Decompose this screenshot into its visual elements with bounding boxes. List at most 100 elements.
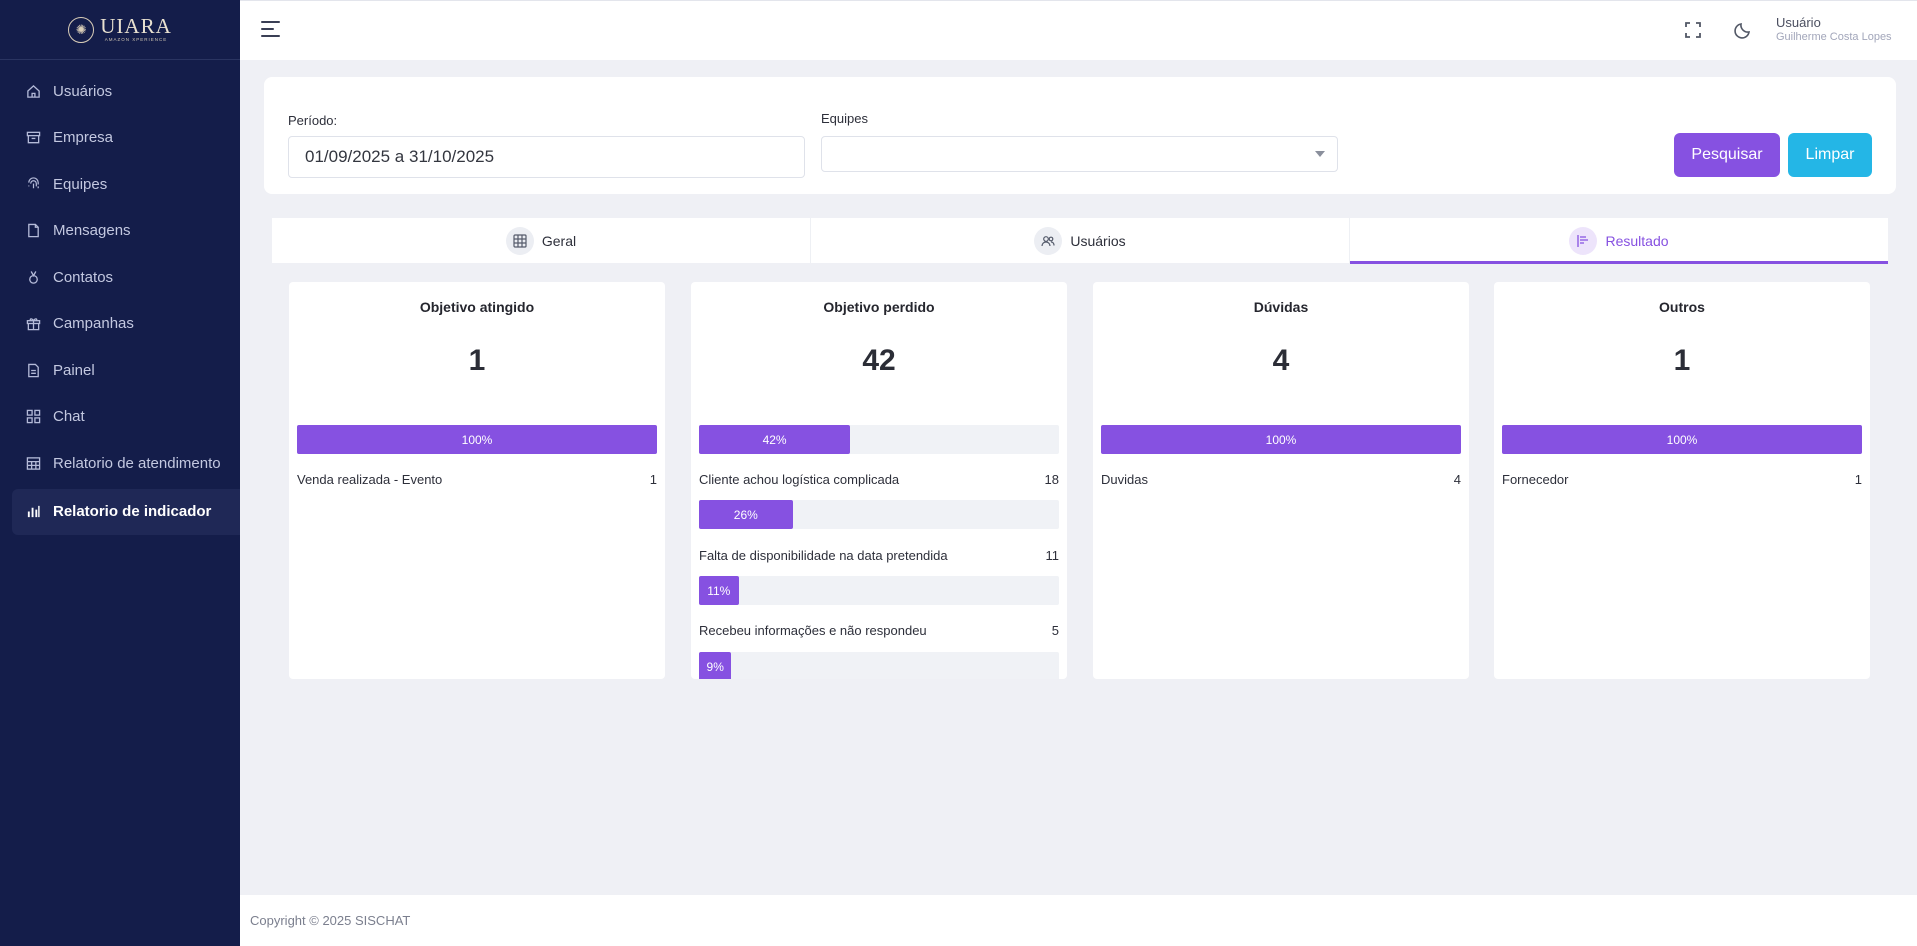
sidebar-item-label: Relatorio de atendimento bbox=[53, 454, 221, 472]
search-button[interactable]: Pesquisar bbox=[1674, 133, 1780, 177]
progress-bar-fill: 9% bbox=[699, 652, 732, 679]
sidebar-item-label: Painel bbox=[53, 361, 95, 379]
dark-mode-moon-icon[interactable] bbox=[1734, 21, 1754, 41]
sidebar-item-relatorio-indicador[interactable]: Relatorio de indicador bbox=[12, 488, 240, 535]
sidebar-item-usuarios[interactable]: Usuários bbox=[0, 68, 240, 115]
result-card-duvidas: Dúvidas 4 100% Duvidas 4 bbox=[1093, 282, 1469, 679]
card-title: Dúvidas bbox=[1253, 299, 1309, 315]
user-name: Guilherme Costa Lopes bbox=[1776, 30, 1892, 43]
period-date-range-input[interactable] bbox=[288, 136, 805, 178]
card-total-value: 1 bbox=[1673, 344, 1691, 377]
chart-bars-icon bbox=[1569, 226, 1598, 255]
tab-geral[interactable]: Geral bbox=[272, 218, 811, 263]
document-icon bbox=[26, 363, 41, 378]
sidebar-item-empresa[interactable]: Empresa bbox=[0, 115, 240, 162]
archive-icon bbox=[26, 130, 41, 145]
item-label: Fornecedor bbox=[1502, 472, 1569, 487]
progress-bar: 42% bbox=[699, 425, 1059, 454]
progress-bar: 100% bbox=[297, 425, 657, 454]
brand-subtitle: AMAZON XPERIENCE bbox=[104, 37, 168, 43]
progress-bar: 100% bbox=[1502, 425, 1862, 454]
fullscreen-icon[interactable] bbox=[1684, 21, 1704, 41]
item-label: Falta de disponibilidade na data pretend… bbox=[699, 548, 948, 563]
menu-toggle-icon[interactable] bbox=[261, 21, 280, 38]
fingerprint-icon bbox=[26, 177, 41, 192]
logo-emblem-icon: ✺ bbox=[68, 16, 95, 43]
progress-bar-fill: 26% bbox=[699, 500, 793, 529]
chevron-down-icon bbox=[1315, 151, 1325, 157]
medal-icon bbox=[26, 270, 41, 285]
tab-label: Resultado bbox=[1605, 232, 1669, 249]
card-title: Outros bbox=[1659, 299, 1705, 315]
list-item: Cliente achou logística complicada 18 bbox=[699, 472, 1059, 487]
grid-icon bbox=[26, 409, 41, 424]
progress-bar: 26% bbox=[699, 500, 1059, 529]
brand-logo[interactable]: ✺ UIARA AMAZON XPERIENCE bbox=[0, 0, 240, 60]
sidebar-nav: Usuários Empresa Equipes Mensagens Conta… bbox=[0, 60, 240, 535]
list-item: Venda realizada - Evento 1 bbox=[297, 472, 657, 487]
sidebar: ✺ UIARA AMAZON XPERIENCE Usuários Empres… bbox=[0, 0, 240, 946]
list-item: Recebeu informações e não respondeu 5 bbox=[699, 623, 1059, 638]
gift-icon bbox=[26, 316, 41, 331]
item-count: 4 bbox=[1453, 472, 1461, 487]
item-label: Venda realizada - Evento bbox=[297, 472, 443, 487]
sidebar-item-mensagens[interactable]: Mensagens bbox=[0, 208, 240, 255]
grid-dots-icon bbox=[505, 226, 534, 255]
list-item: Falta de disponibilidade na data pretend… bbox=[699, 548, 1059, 563]
item-count: 1 bbox=[1854, 472, 1862, 487]
sidebar-item-label: Equipes bbox=[53, 175, 108, 193]
sidebar-item-painel[interactable]: Painel bbox=[0, 347, 240, 394]
teams-select[interactable] bbox=[821, 136, 1338, 172]
card-title: Objetivo atingido bbox=[419, 299, 535, 315]
card-total-value: 4 bbox=[1272, 344, 1290, 377]
result-card-objetivo-perdido: Objetivo perdido 42 42% Cliente achou lo… bbox=[691, 282, 1067, 679]
period-label: Período: bbox=[288, 113, 338, 128]
item-count: 5 bbox=[1051, 623, 1059, 638]
sidebar-item-label: Chat bbox=[53, 408, 85, 426]
item-label: Duvidas bbox=[1101, 472, 1148, 487]
result-card-objetivo-atingido: Objetivo atingido 1 100% Venda realizada… bbox=[289, 282, 665, 679]
sidebar-item-campanhas[interactable]: Campanhas bbox=[0, 301, 240, 348]
item-count: 18 bbox=[1044, 472, 1059, 487]
item-label: Cliente achou logística complicada bbox=[699, 472, 900, 487]
users-icon bbox=[1034, 226, 1063, 255]
table-icon bbox=[26, 456, 41, 471]
progress-bar: 100% bbox=[1101, 425, 1461, 454]
clear-button[interactable]: Limpar bbox=[1788, 133, 1872, 177]
user-menu[interactable]: Usuário Guilherme Costa Lopes bbox=[1776, 15, 1892, 44]
sidebar-item-label: Empresa bbox=[53, 129, 114, 147]
item-count: 11 bbox=[1045, 548, 1060, 563]
list-item: Duvidas 4 bbox=[1101, 472, 1461, 487]
footer: Copyright © 2025 SISCHAT bbox=[240, 895, 1917, 946]
item-count: 1 bbox=[649, 472, 657, 487]
teams-label: Equipes bbox=[821, 111, 868, 126]
progress-bar-fill: 100% bbox=[1101, 425, 1461, 454]
home-icon bbox=[26, 84, 41, 99]
card-title: Objetivo perdido bbox=[823, 299, 935, 315]
sidebar-item-label: Campanhas bbox=[53, 315, 134, 333]
sidebar-item-equipes[interactable]: Equipes bbox=[0, 161, 240, 208]
item-label: Recebeu informações e não respondeu bbox=[699, 623, 927, 638]
progress-bar: 11% bbox=[699, 576, 1059, 605]
result-card-outros: Outros 1 100% Fornecedor 1 bbox=[1494, 282, 1870, 679]
tab-label: Usuários bbox=[1070, 232, 1126, 249]
card-total-value: 1 bbox=[468, 344, 486, 377]
progress-bar-fill: 100% bbox=[1502, 425, 1862, 454]
card-total-value: 42 bbox=[862, 344, 896, 377]
progress-bar-fill: 42% bbox=[699, 425, 851, 454]
sidebar-item-relatorio-atendimento[interactable]: Relatorio de atendimento bbox=[0, 440, 240, 487]
filter-panel: Período: Equipes Pesquisar Limpar bbox=[264, 77, 1896, 194]
sidebar-item-contatos[interactable]: Contatos bbox=[0, 254, 240, 301]
bar-chart-icon bbox=[26, 504, 41, 519]
file-icon bbox=[26, 223, 41, 238]
brand-name: UIARA bbox=[100, 14, 172, 39]
sidebar-item-label: Contatos bbox=[53, 268, 114, 286]
progress-bar: 9% bbox=[699, 652, 1059, 679]
list-item: Fornecedor 1 bbox=[1502, 472, 1862, 487]
sidebar-item-chat[interactable]: Chat bbox=[0, 394, 240, 441]
tab-usuarios[interactable]: Usuários bbox=[811, 218, 1350, 263]
top-header: Usuário Guilherme Costa Lopes bbox=[240, 0, 1917, 60]
tab-resultado[interactable]: Resultado bbox=[1350, 218, 1888, 264]
user-role: Usuário bbox=[1776, 15, 1821, 30]
progress-bar-fill: 11% bbox=[699, 576, 739, 605]
